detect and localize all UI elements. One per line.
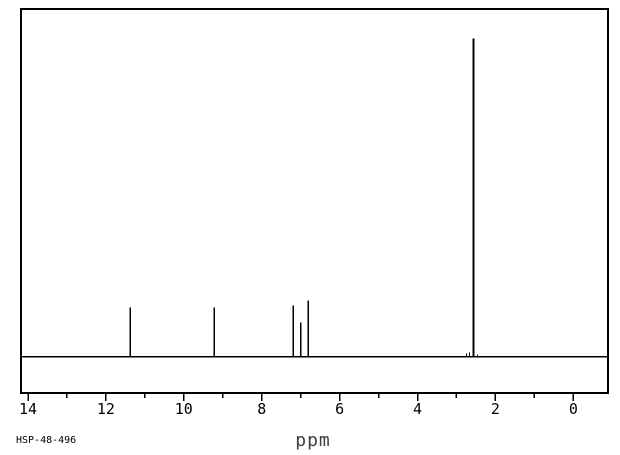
x-axis-tick-label: 10: [175, 400, 193, 418]
x-axis-title: ppm: [295, 430, 331, 451]
x-axis-tick-label: 12: [97, 400, 115, 418]
x-axis-tick-label: 8: [257, 400, 266, 418]
x-axis-tick-label: 0: [569, 400, 578, 418]
sample-id-label: HSP-48-496: [16, 435, 77, 446]
x-axis-tick-label: 14: [19, 400, 37, 418]
x-axis-tick-label: 6: [335, 400, 344, 418]
x-axis-tick-label: 2: [491, 400, 500, 418]
plot-frame: [20, 8, 609, 394]
x-axis-tick-label: 4: [413, 400, 422, 418]
